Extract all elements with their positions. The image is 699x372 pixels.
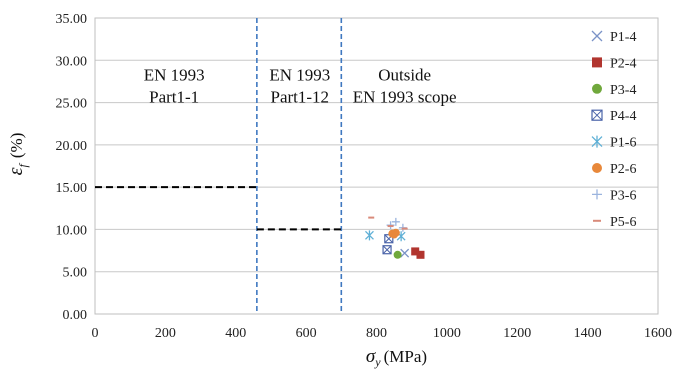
data-point-p1-4: [400, 248, 410, 258]
data-points: [365, 216, 425, 259]
x-tick-label: 1200: [503, 326, 531, 341]
legend-label: P3-4: [610, 83, 636, 98]
y-tick-label: 25.00: [56, 97, 88, 112]
legend-item-p1-6: P1-6: [591, 135, 636, 151]
legend-label: P2-4: [610, 56, 636, 71]
legend-item-p1-4: P1-4: [591, 30, 636, 45]
y-tick-label: 5.00: [63, 266, 88, 281]
plot-frame: [94, 17, 659, 315]
region-label: EN 1993 Part1-12: [269, 66, 330, 107]
region-labels: EN 1993 Part1-1 EN 1993 Part1-12 Outside EN 1…: [144, 66, 457, 107]
x-tick-label: 1600: [644, 326, 672, 341]
legend-item-p2-6: P2-6: [592, 162, 636, 177]
series-p5-6: [368, 216, 408, 230]
limit-lines: [95, 186, 342, 231]
data-point-p3-4: [393, 250, 402, 259]
x-tick-label: 200: [155, 326, 176, 341]
series-p3-4: [393, 250, 402, 259]
series-p2-4: [411, 247, 425, 259]
legend-item-p2-4: P2-4: [592, 56, 636, 71]
y-tick-labels: 0.00 5.00 10.00 15.00 20.00 25.00 30.00 35.00: [56, 12, 88, 323]
legend-label: P4-4: [610, 109, 636, 124]
legend-marker: [592, 163, 602, 173]
y-tick-label: 15.00: [56, 181, 88, 196]
legend-item-p5-6: P5-6: [593, 215, 636, 230]
legend-item-p4-4: P4-4: [591, 109, 636, 124]
x-tick-label: 400: [225, 326, 246, 341]
y-tick-label: 20.00: [56, 139, 88, 154]
legend-marker: [591, 30, 603, 42]
legend-label: P1-4: [610, 30, 636, 45]
y-axis-title: εf (%): [5, 133, 30, 176]
series-p2-6: [388, 228, 400, 239]
x-tick-labels: 0 200 400 600 800 1000 1200 1400 1600: [92, 326, 673, 341]
x-tick-label: 1000: [433, 326, 461, 341]
y-axis-unit: (%): [7, 133, 26, 158]
series-p1-4: [400, 248, 410, 258]
y-tick-label: 10.00: [56, 223, 88, 238]
data-point-p2-4: [416, 250, 425, 259]
y-axis-subscript: f: [16, 162, 30, 167]
legend-marker: [592, 83, 602, 94]
x-tick-label: 800: [366, 326, 387, 341]
data-point-p2-6: [390, 230, 399, 239]
region-label: EN 1993 Part1-1: [144, 66, 205, 107]
series-p4-4: [382, 234, 394, 255]
x-axis-symbol: σ: [366, 346, 376, 367]
data-point-p3-6: [391, 217, 400, 226]
y-tick-label: 35.00: [56, 12, 88, 27]
legend-marker: [592, 57, 602, 68]
boundary-lines: [256, 18, 343, 314]
x-tick-label: 600: [296, 326, 317, 341]
legend-item-p3-4: P3-4: [592, 83, 636, 98]
legend-marker: [592, 189, 602, 200]
legend-marker: [591, 109, 603, 121]
legend-label: P1-6: [610, 136, 636, 151]
legend-label: P3-6: [610, 188, 636, 203]
legend-label: P2-6: [610, 162, 636, 177]
legend-item-p3-6: P3-6: [592, 188, 636, 203]
legend-marker: [591, 135, 603, 148]
region-label: Outside EN 1993 scope: [353, 66, 457, 107]
x-axis-subscript: y: [374, 355, 381, 369]
y-tick-label: 30.00: [56, 54, 88, 69]
data-point-p4-4: [382, 245, 392, 255]
gridlines: [95, 17, 658, 315]
data-point-p1-6: [365, 230, 374, 241]
x-tick-label: 0: [92, 326, 99, 341]
data-point-p2-4: [411, 247, 420, 256]
series-p1-6: [365, 230, 406, 242]
legend: P1-4 P2-4 P3-4 P4-4 P1-6 P2-6 P3-6 P5-6: [591, 30, 636, 230]
x-tick-label: 1400: [574, 326, 602, 341]
x-axis-title: σy (MPa): [366, 346, 427, 369]
y-tick-label: 0.00: [63, 308, 88, 323]
legend-label: P5-6: [610, 215, 636, 230]
y-axis-symbol: ε: [5, 167, 27, 175]
x-axis-unit: (MPa): [384, 347, 427, 366]
